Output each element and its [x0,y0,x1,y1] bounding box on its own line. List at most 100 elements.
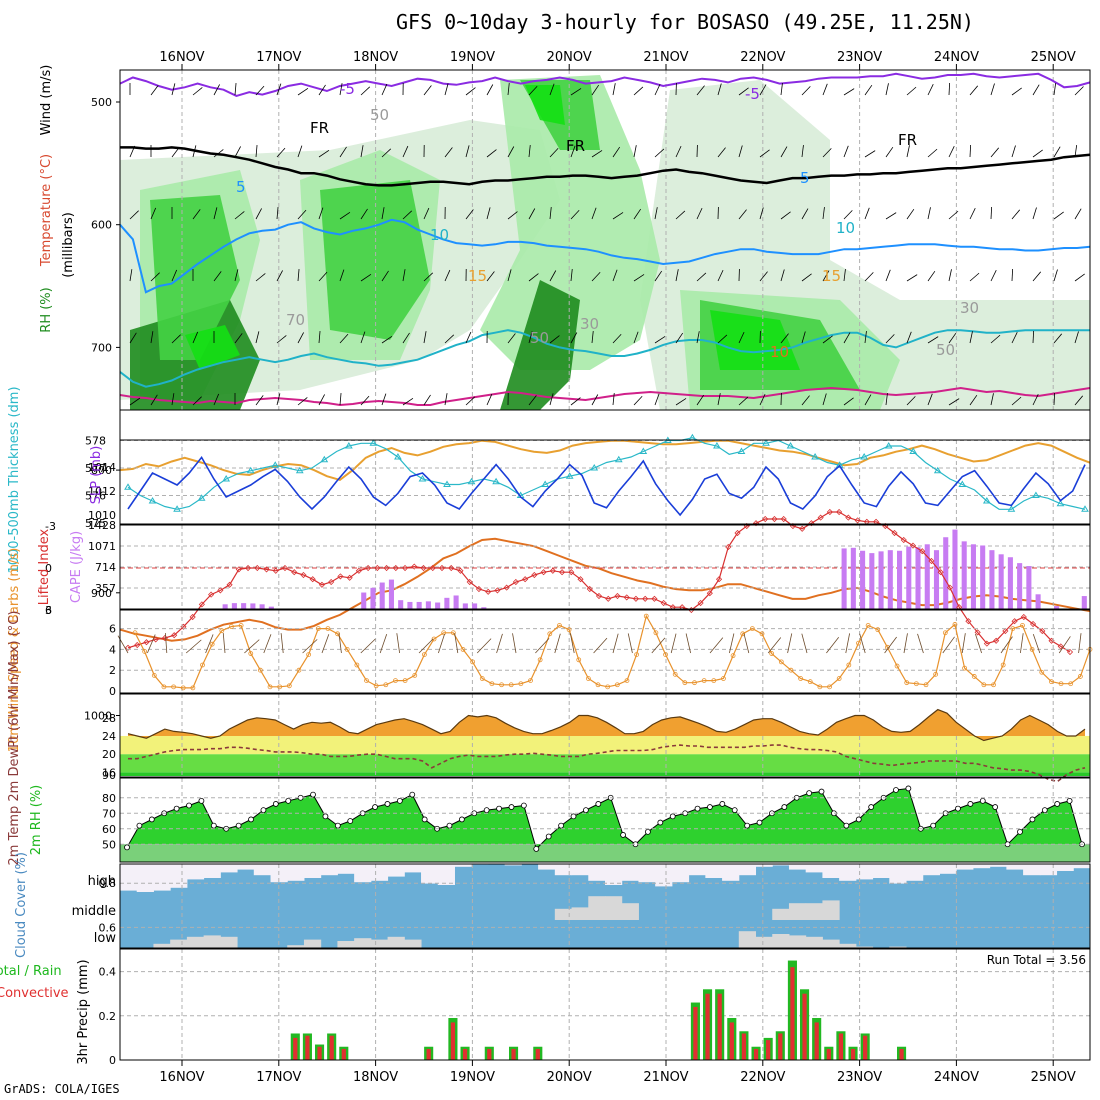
wind-barb [171,334,181,344]
cape-bar [1017,563,1023,609]
precip-convective-bar [462,1048,468,1060]
wind-speed-point [769,651,775,656]
precip-convective-bar [766,1040,771,1060]
wind-barb [927,393,933,406]
lifted-index-point [272,567,279,574]
lifted-index-axis-label: Lifted Index [37,528,52,605]
rh-point [669,813,676,820]
wind-barb [633,274,645,282]
wind-speed-point [933,671,939,677]
wind-barb [864,394,872,406]
wind-barb-10m [454,633,459,654]
cloud-layer-label: middle [72,904,116,919]
wind-barb [696,207,703,220]
lifted-index-tick-label: -3 [45,520,56,533]
rh-point [186,802,192,809]
cape-bar [444,597,450,609]
wind-barb [990,334,1001,344]
wind-barb [255,331,260,344]
wind-speed-point [402,678,408,683]
date-label-bottom: 20NOV [547,1070,592,1085]
lifted-index-point [226,581,233,588]
wind-speed-point [711,678,717,683]
wind-tick-label: 0 [109,685,116,698]
lifted-index-point [300,571,307,579]
cloud-high-clear-bar [671,864,690,883]
rh-point [707,804,713,810]
cloud-high-clear-bar [571,864,589,876]
rh-point [372,804,378,810]
cape-tick-label: 1071 [88,540,116,553]
cloud-high-clear-bar [120,864,138,891]
wind-barb [612,393,615,406]
wind-barb [171,269,178,282]
cape-bar [250,603,256,609]
wind-speed-point [508,682,514,688]
wind-barb [171,147,180,158]
wind-speed-point [209,641,215,647]
rh-point [570,813,577,820]
temperature-contour-FR [120,146,1091,187]
cape-bar [388,579,394,609]
lifted-index-point [152,636,159,643]
lifted-index-point [374,564,381,572]
cloud-high-clear-bar [956,864,974,870]
wind-barb [780,269,785,282]
wind-barb-10m [859,633,866,654]
lifted-index-point [845,514,852,521]
wind-barb [948,269,952,282]
wind-speed-point [991,682,996,688]
lifted-index-point [595,592,603,600]
contour-label: 50 [936,341,955,359]
wind-speed-point [721,676,726,681]
wind-speed-point [614,682,620,688]
date-label-bottom: 21NOV [643,1070,688,1085]
wind-barb [801,145,804,158]
rh-point [446,822,453,829]
wind-barb [381,207,385,220]
wind-barb [192,396,202,406]
lifted-index-point [734,529,741,537]
precip-convective-bar [341,1048,346,1060]
cloud-low-bar [772,934,790,948]
page-title: GFS 0~10day 3-hourly for BOSASO (49.25E,… [396,10,974,34]
temperature-axis-label: 2m Temp 2m DewPt (6hr Min/Max) (°C) [7,611,22,866]
wind-barb [381,393,387,406]
wind-barb [1053,269,1058,282]
wind-barb [822,393,827,406]
wind-barb [570,209,580,220]
cloud-high-clear-bar [922,864,940,876]
pressure-tick-label: 800 [91,464,112,477]
wind-speed-point [1058,681,1064,687]
wind-barb [717,269,724,282]
thickness-slp-panel: 575 576 577 578 1010 1012 1014 1000-500mb Thick… [7,386,1090,574]
lifted-index-point [1039,627,1046,635]
temperature-band-cold [120,772,1090,776]
cape-bar [1007,557,1013,609]
wind-barb [1074,208,1082,220]
wind-barb [969,144,972,158]
cloud-high-clear-bar [421,864,439,884]
millibars-axis-label: (millibars) [61,212,76,278]
cape-bar [869,553,875,609]
wind-barb [234,83,237,96]
lifted-index-point [946,584,954,591]
lifted-index-point [198,601,205,608]
wind-barb [486,207,491,220]
wind-barb-10m [360,638,376,654]
cloud-low-bar [186,936,205,948]
wind-barb [612,146,621,158]
contour-label: 15 [468,267,487,285]
date-label-bottom: 24NOV [934,1070,979,1085]
wind-barb-10m [147,634,156,654]
wind-speed-point [827,684,832,690]
wind-barb-10m [942,636,955,654]
lifted-index-point [466,578,473,586]
date-label-top: 25NOV [1031,50,1076,65]
cloud-high-clear-bar [337,864,355,874]
cape-bar [241,603,247,609]
contour-label: FR [566,137,585,155]
lifted-index-point [328,578,335,586]
wind-barb [339,146,347,158]
slp-tick-label: 1012 [88,485,116,498]
